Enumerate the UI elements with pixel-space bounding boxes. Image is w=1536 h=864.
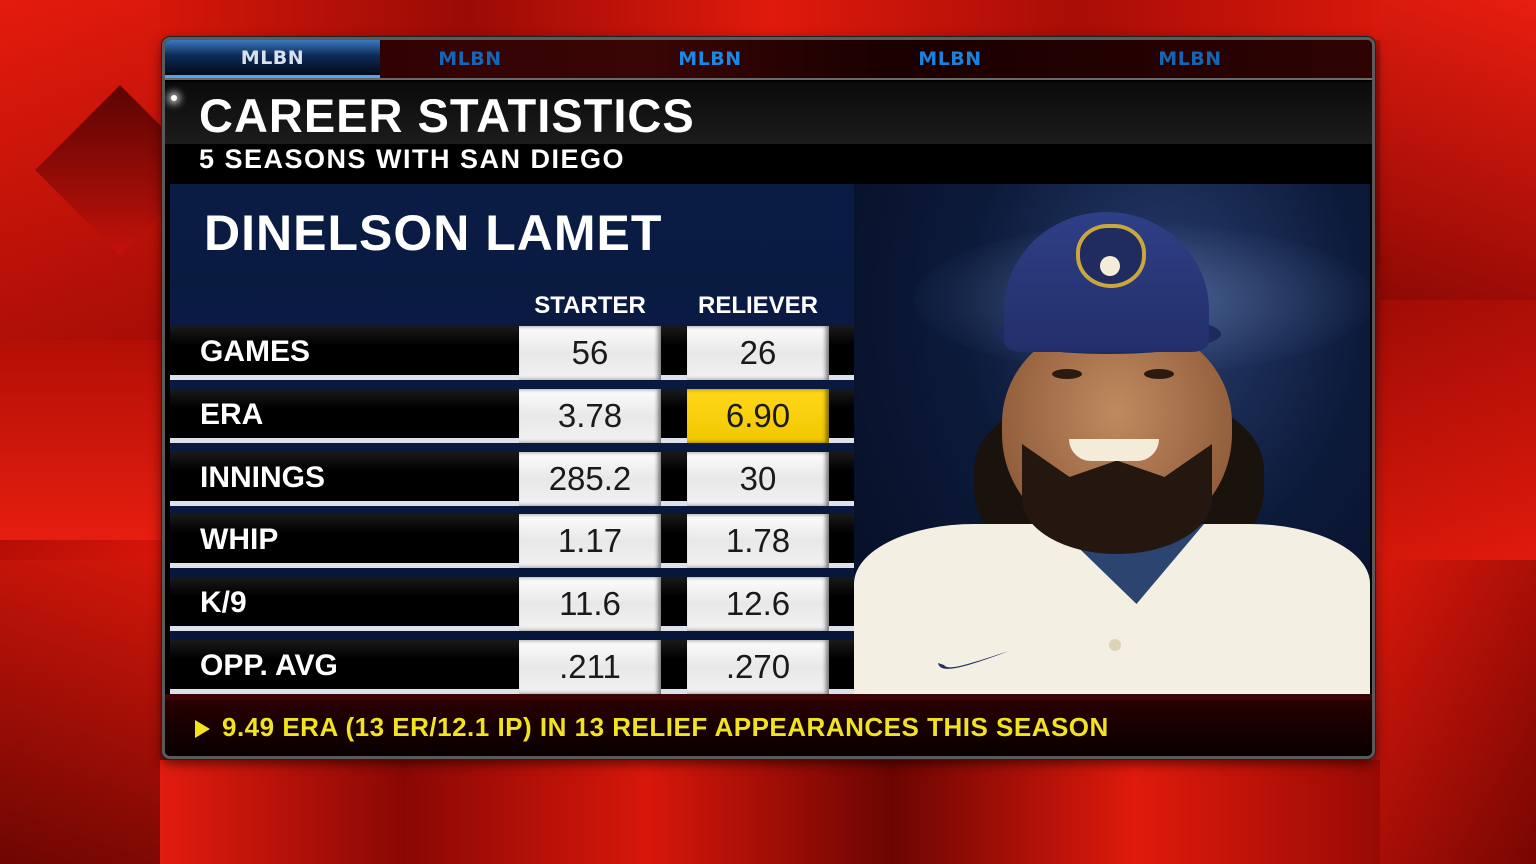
- network-tab: MLBN: [165, 40, 380, 78]
- starter-value: 285.2: [519, 452, 661, 506]
- graphic-title: CAREER STATISTICS: [199, 89, 695, 142]
- graphic-subtitle: 5 SEASONS WITH SAN DIEGO: [199, 144, 626, 174]
- column-header-reliever: RELIEVER: [697, 292, 819, 319]
- reliever-value: 1.78: [687, 514, 829, 568]
- player-name: DINELSON LAMET: [204, 205, 663, 261]
- starter-value: .211: [519, 640, 661, 694]
- stat-label: GAMES: [200, 335, 311, 368]
- reliever-value: .270: [687, 640, 829, 694]
- stat-label: K/9: [200, 586, 247, 619]
- starter-value: 11.6: [519, 577, 661, 631]
- ticker-text: 9.49 ERA (13 ER/12.1 IP) IN 13 RELIEF AP…: [222, 712, 1109, 742]
- network-tab-bar: MLBN MLBN MLBN MLBN MLBN: [165, 40, 1372, 80]
- network-tab: MLBN: [438, 48, 502, 70]
- stat-row-innings: INNINGS 285.2 30: [170, 452, 854, 506]
- ticker-bar: 9.49 ERA (13 ER/12.1 IP) IN 13 RELIEF AP…: [165, 694, 1372, 756]
- stat-row-era: ERA 3.78 6.90: [170, 389, 854, 443]
- starter-value: 3.78: [519, 389, 661, 443]
- divider: [170, 284, 854, 286]
- stat-label: ERA: [200, 398, 264, 431]
- stat-row-opp-avg: OPP. AVG .211 .270: [170, 640, 854, 694]
- stat-label: OPP. AVG: [200, 649, 338, 682]
- stat-row-whip: WHIP 1.17 1.78: [170, 514, 854, 568]
- network-tab: MLBN: [678, 48, 742, 70]
- network-tab: MLBN: [918, 48, 982, 70]
- player-headshot: [854, 184, 1370, 694]
- column-header-starter: STARTER: [534, 292, 646, 319]
- reliever-value-highlighted: 6.90: [687, 389, 829, 443]
- glint-sparkle-icon: [171, 95, 177, 101]
- reliever-value: 30: [687, 452, 829, 506]
- title-bar: CAREER STATISTICS: [165, 82, 1372, 144]
- stats-graphic-panel: MLBN MLBN MLBN MLBN MLBN CAREER STATISTI…: [162, 37, 1375, 759]
- stat-row-k9: K/9 11.6 12.6: [170, 577, 854, 631]
- stat-label: INNINGS: [200, 461, 326, 494]
- jersey-button: [1109, 639, 1121, 651]
- network-tab: MLBN: [1158, 48, 1222, 70]
- nike-swoosh-icon: [938, 651, 1009, 669]
- stats-table: DINELSON LAMET STARTER RELIEVER GAMES 56…: [170, 184, 854, 694]
- starter-value: 56: [519, 326, 661, 380]
- triangle-right-icon: [195, 720, 210, 738]
- stat-row-games: GAMES 56 26: [170, 326, 854, 380]
- reliever-value: 26: [687, 326, 829, 380]
- reliever-value: 12.6: [687, 577, 829, 631]
- stat-label: WHIP: [200, 523, 279, 556]
- starter-value: 1.17: [519, 514, 661, 568]
- smile: [1069, 439, 1159, 461]
